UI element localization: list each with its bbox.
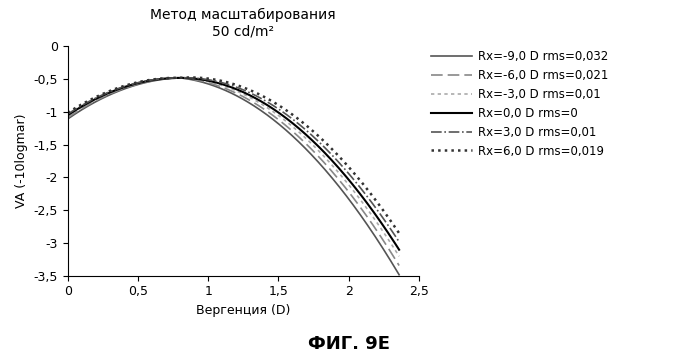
- Title: Метод масштабирования
50 cd/m²: Метод масштабирования 50 cd/m²: [151, 8, 336, 38]
- Y-axis label: VA (-10logmar): VA (-10logmar): [15, 114, 28, 208]
- X-axis label: Вергенция (D): Вергенция (D): [196, 304, 290, 317]
- Text: ФИГ. 9E: ФИГ. 9E: [308, 336, 390, 353]
- Legend: Rx=-9,0 D rms=0,032, Rx=-6,0 D rms=0,021, Rx=-3,0 D rms=0,01, Rx=0,0 D rms=0, Rx: Rx=-9,0 D rms=0,032, Rx=-6,0 D rms=0,021…: [428, 48, 611, 160]
